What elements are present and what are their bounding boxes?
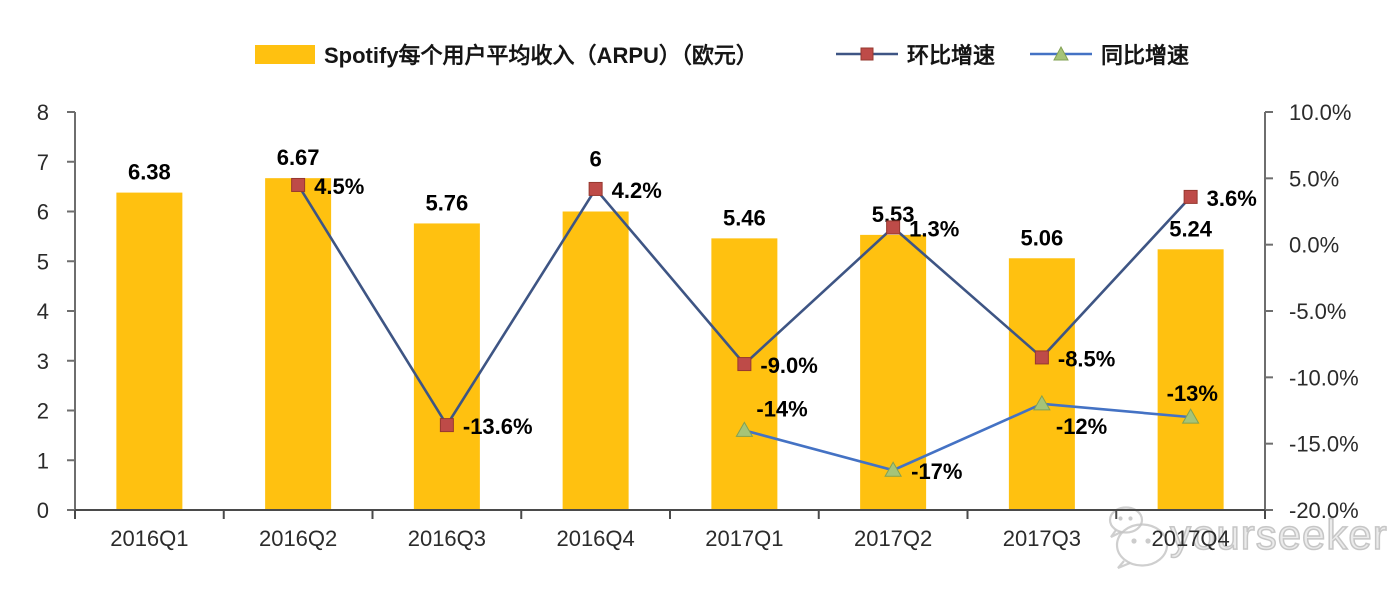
- watermark-text: yourseeker: [1169, 510, 1388, 559]
- qoq-value-label: 4.5%: [314, 174, 364, 199]
- legend-square-marker: [860, 47, 874, 61]
- yoy-marker: [735, 421, 754, 437]
- right-axis-tick-label: -15.0%: [1289, 432, 1359, 457]
- bar-2017Q3: [1008, 258, 1075, 510]
- qoq-value-label: -9.0%: [760, 353, 817, 378]
- bar-value-label: 6.38: [128, 160, 171, 185]
- qoq-marker: [737, 357, 752, 372]
- qoq-marker: [291, 177, 306, 192]
- right-axis-tick-label: -5.0%: [1289, 299, 1346, 324]
- yoy-marker: [884, 461, 902, 477]
- legend-line-triangle-marker: [1030, 45, 1092, 62]
- right-axis-tick-label: 0.0%: [1289, 233, 1339, 258]
- yoy-marker: [1033, 394, 1051, 411]
- legend-item-yoy: 同比增速: [1030, 41, 1190, 68]
- left-axis-tick-label: 3: [37, 349, 49, 374]
- x-axis-label-2017Q4: 2017Q4: [1151, 526, 1229, 551]
- bar-value-label: 5.46: [723, 205, 766, 230]
- yoy-value-label: -17%: [911, 459, 962, 484]
- qoq-value-label: 1.3%: [909, 216, 959, 241]
- x-axis-label-2016Q3: 2016Q3: [408, 526, 486, 551]
- qoq-value-label: -8.5%: [1058, 346, 1115, 371]
- legend-line-square-marker: [836, 46, 898, 62]
- legend-label-arpu: Spotify每个用户平均收入（ARPU）（欧元）: [324, 43, 758, 68]
- right-axis-tick-label: -10.0%: [1289, 365, 1359, 390]
- left-axis-tick-label: 8: [37, 100, 49, 125]
- left-axis-tick-label: 4: [37, 299, 49, 324]
- x-axis-label-2017Q2: 2017Q2: [854, 526, 932, 551]
- left-axis-tick-label: 7: [37, 150, 49, 175]
- qoq-value-label: -13.6%: [463, 414, 533, 439]
- legend-bar-swatch: [255, 44, 315, 64]
- bar-2017Q1: [711, 238, 778, 511]
- x-axis-label-2017Q3: 2017Q3: [1003, 526, 1081, 551]
- qoq-marker: [588, 181, 603, 196]
- left-axis-tick-label: 5: [37, 249, 49, 274]
- bar-2016Q2: [265, 178, 332, 511]
- yoy-value-label: -12%: [1056, 414, 1107, 439]
- bar-2017Q4: [1157, 249, 1224, 510]
- bar-value-label: 5.76: [425, 190, 468, 215]
- qoq-marker: [439, 418, 454, 433]
- qoq-value-label: 3.6%: [1207, 186, 1257, 211]
- yoy-value-label: -14%: [756, 396, 807, 421]
- watermark: yourseeker: [1096, 503, 1388, 574]
- legend-label-yoy: 同比增速: [1101, 43, 1190, 68]
- legend-item-arpu: Spotify每个用户平均收入（ARPU）（欧元）: [255, 41, 758, 68]
- qoq-marker: [886, 220, 901, 235]
- right-axis-tick-label: 5.0%: [1289, 166, 1339, 191]
- qoq-value-label: 4.2%: [612, 178, 662, 203]
- x-axis-label-2016Q1: 2016Q1: [110, 526, 188, 551]
- legend-triangle-marker: [1053, 45, 1069, 61]
- right-axis-tick-label: -20.0%: [1289, 498, 1359, 523]
- left-axis-tick-label: 1: [37, 448, 49, 473]
- left-axis-tick-label: 0: [37, 498, 49, 523]
- legend-label-qoq: 环比增速: [907, 43, 996, 68]
- bar-2016Q4: [562, 211, 629, 510]
- x-axis-label-2016Q2: 2016Q2: [259, 526, 337, 551]
- bar-value-label: 5.06: [1020, 225, 1063, 250]
- left-axis-tick-label: 6: [37, 200, 49, 225]
- left-axis-tick-label: 2: [37, 399, 49, 424]
- x-axis-label-2017Q1: 2017Q1: [705, 526, 783, 551]
- x-axis-label-2016Q4: 2016Q4: [556, 526, 634, 551]
- qoq-marker: [1034, 350, 1049, 365]
- bar-value-label: 5.24: [1169, 216, 1213, 241]
- yoy-value-label: -13%: [1167, 381, 1218, 406]
- yoy-line: [744, 402, 1191, 472]
- bar-2016Q1: [116, 192, 183, 510]
- bar-value-label: 6: [590, 147, 602, 172]
- yoy-marker: [1181, 408, 1200, 424]
- qoq-marker: [1183, 189, 1198, 204]
- legend-item-qoq: 环比增速: [836, 41, 996, 68]
- bar-value-label: 6.67: [277, 145, 320, 170]
- right-axis-tick-label: 10.0%: [1289, 100, 1351, 125]
- wechat-icon: [1096, 503, 1184, 574]
- bar-2016Q3: [413, 223, 480, 510]
